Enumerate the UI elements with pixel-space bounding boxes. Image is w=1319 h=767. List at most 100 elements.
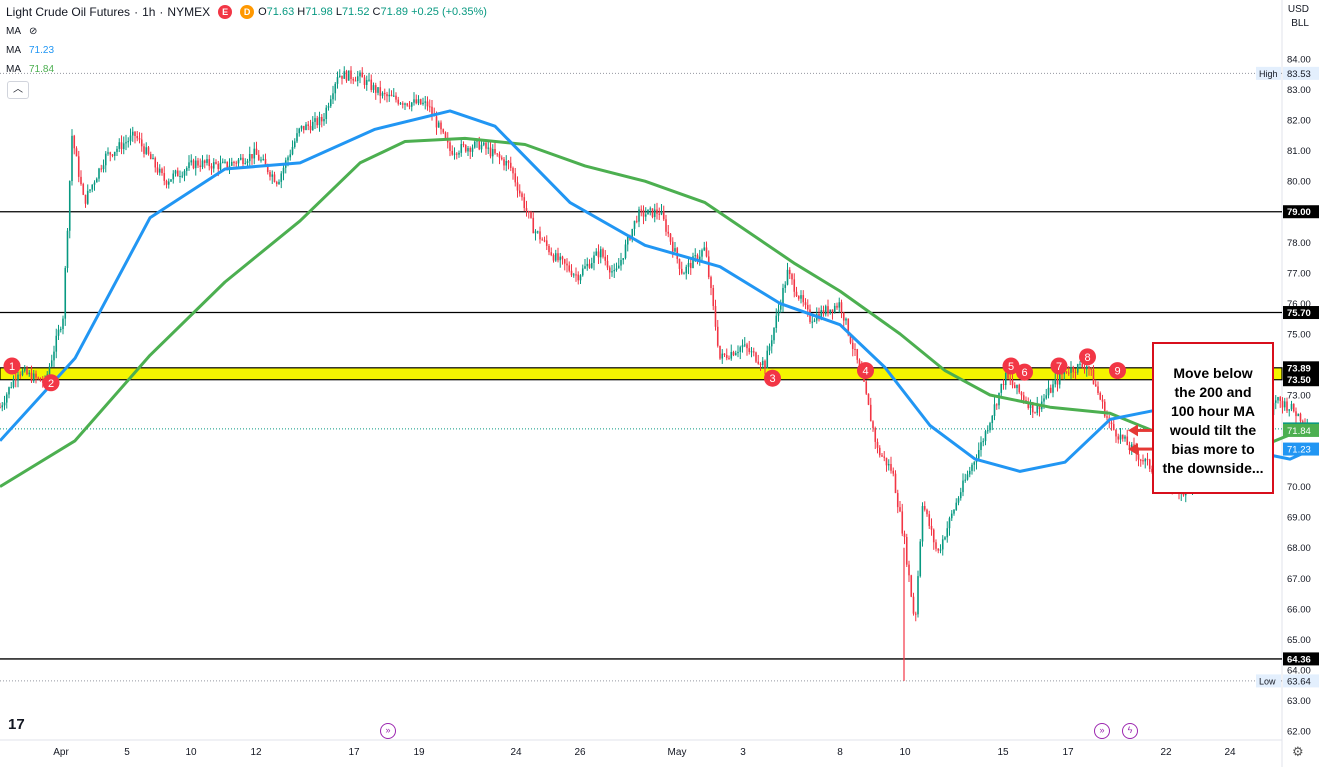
marker-circle bbox=[1016, 363, 1033, 381]
candle-body bbox=[1022, 395, 1025, 401]
candle-body bbox=[647, 209, 649, 215]
candle-body bbox=[503, 159, 505, 166]
candle-body bbox=[883, 456, 886, 458]
time-label: 24 bbox=[510, 747, 522, 758]
candle-body bbox=[669, 233, 672, 242]
candle-body bbox=[1043, 398, 1045, 402]
marker-circle bbox=[1050, 357, 1068, 375]
candle-body bbox=[296, 133, 298, 142]
candle-body bbox=[887, 464, 890, 466]
gear-icon[interactable]: ⚙ bbox=[1292, 744, 1304, 759]
candle-body bbox=[359, 72, 361, 77]
candle-body bbox=[869, 404, 872, 422]
candle-body bbox=[721, 353, 724, 359]
ma-legend-row[interactable]: MA 71.84 bbox=[6, 64, 54, 75]
price-label: 64.00 bbox=[1287, 665, 1311, 676]
candle-body bbox=[19, 374, 22, 376]
candle-body bbox=[642, 209, 645, 217]
candle-body bbox=[199, 165, 202, 168]
currency-label[interactable]: USD bbox=[1287, 4, 1309, 15]
candle-body bbox=[12, 379, 15, 388]
candle-body bbox=[48, 366, 51, 375]
candle-body bbox=[966, 474, 969, 480]
candle-body bbox=[1065, 371, 1068, 373]
eye-hidden-icon[interactable]: ⊘ bbox=[29, 26, 38, 37]
candle-body bbox=[95, 178, 98, 183]
candle-body bbox=[932, 529, 935, 543]
price-label: 84.00 bbox=[1287, 55, 1311, 66]
candle-body bbox=[793, 279, 796, 292]
candle-body bbox=[1277, 397, 1279, 401]
price-label: 68.00 bbox=[1287, 543, 1311, 554]
dividend-badge[interactable]: D bbox=[240, 5, 255, 19]
candle-body bbox=[327, 106, 330, 108]
candle-body bbox=[554, 253, 557, 261]
candle-body bbox=[341, 75, 343, 79]
candle-body bbox=[784, 284, 787, 288]
symbol-title[interactable]: Light Crude Oil Futures bbox=[6, 5, 131, 19]
candle-body bbox=[737, 351, 739, 354]
exchange-label: NYMEX bbox=[167, 5, 211, 19]
candle-body bbox=[651, 208, 654, 217]
candle-body bbox=[741, 345, 744, 348]
candle-body bbox=[401, 103, 404, 105]
price-axis: 84.00 83.53 High 83.00 82.00 81.00 80.00 79.00 7… bbox=[1256, 55, 1319, 738]
candle-body bbox=[152, 157, 154, 160]
price-label: 81.00 bbox=[1287, 146, 1311, 157]
candle-body bbox=[255, 148, 258, 155]
candle-body bbox=[840, 302, 843, 313]
candle-body bbox=[536, 231, 539, 233]
candle-body bbox=[795, 291, 798, 297]
price-label-bg bbox=[1283, 652, 1319, 666]
candle-body bbox=[480, 144, 483, 150]
candle-body bbox=[1072, 367, 1075, 373]
candle-body bbox=[991, 415, 994, 424]
unit-label[interactable]: BLL bbox=[1291, 18, 1309, 29]
price-label: 66.00 bbox=[1287, 604, 1311, 615]
candle-body bbox=[507, 161, 510, 163]
candle-body bbox=[89, 189, 91, 191]
candle-body bbox=[1126, 436, 1129, 446]
candle-body bbox=[352, 79, 355, 81]
candle-body bbox=[431, 106, 433, 116]
earnings-badge[interactable]: E bbox=[218, 5, 233, 19]
candle-body bbox=[435, 116, 438, 128]
candle-body bbox=[8, 387, 10, 395]
price-label-bg bbox=[1283, 306, 1319, 320]
candle-body bbox=[550, 252, 553, 256]
candle-body bbox=[617, 265, 620, 269]
candle-body bbox=[872, 421, 874, 429]
candle-body bbox=[1054, 379, 1057, 385]
ma-legend-row[interactable]: MA ⊘ bbox=[6, 26, 37, 37]
candle-body bbox=[950, 513, 953, 519]
tradingview-logo[interactable]: 17 bbox=[8, 716, 25, 733]
candle-body bbox=[325, 107, 328, 120]
candle-body bbox=[525, 208, 528, 212]
candle-body bbox=[1137, 454, 1140, 460]
candle-body bbox=[440, 122, 442, 130]
price-label: 78.00 bbox=[1287, 238, 1311, 249]
candle-body bbox=[451, 150, 454, 155]
candle-body bbox=[498, 154, 501, 158]
candle-body bbox=[248, 154, 251, 162]
candle-body bbox=[638, 209, 640, 222]
candle-body bbox=[980, 442, 982, 451]
candle-body bbox=[568, 265, 571, 271]
collapse-legend-button[interactable]: ︿ bbox=[7, 81, 29, 99]
ma-legend-row[interactable]: MA 71.23 bbox=[6, 45, 54, 56]
candle-body bbox=[683, 273, 685, 275]
candle-body bbox=[532, 217, 535, 234]
replay-icon[interactable]: » bbox=[1094, 723, 1110, 739]
interval-label[interactable]: 1h bbox=[142, 5, 156, 19]
lightning-icon[interactable]: ϟ bbox=[1122, 723, 1138, 739]
ma-label: MA bbox=[6, 26, 21, 37]
candle-body bbox=[845, 318, 847, 321]
candle-body bbox=[53, 351, 55, 361]
replay-icon[interactable]: » bbox=[380, 723, 396, 739]
price-label: 63.64 bbox=[1287, 676, 1311, 687]
candle-body bbox=[620, 260, 622, 266]
candle-body bbox=[444, 132, 447, 139]
candle-body bbox=[890, 464, 892, 471]
candle-body bbox=[1070, 367, 1072, 374]
